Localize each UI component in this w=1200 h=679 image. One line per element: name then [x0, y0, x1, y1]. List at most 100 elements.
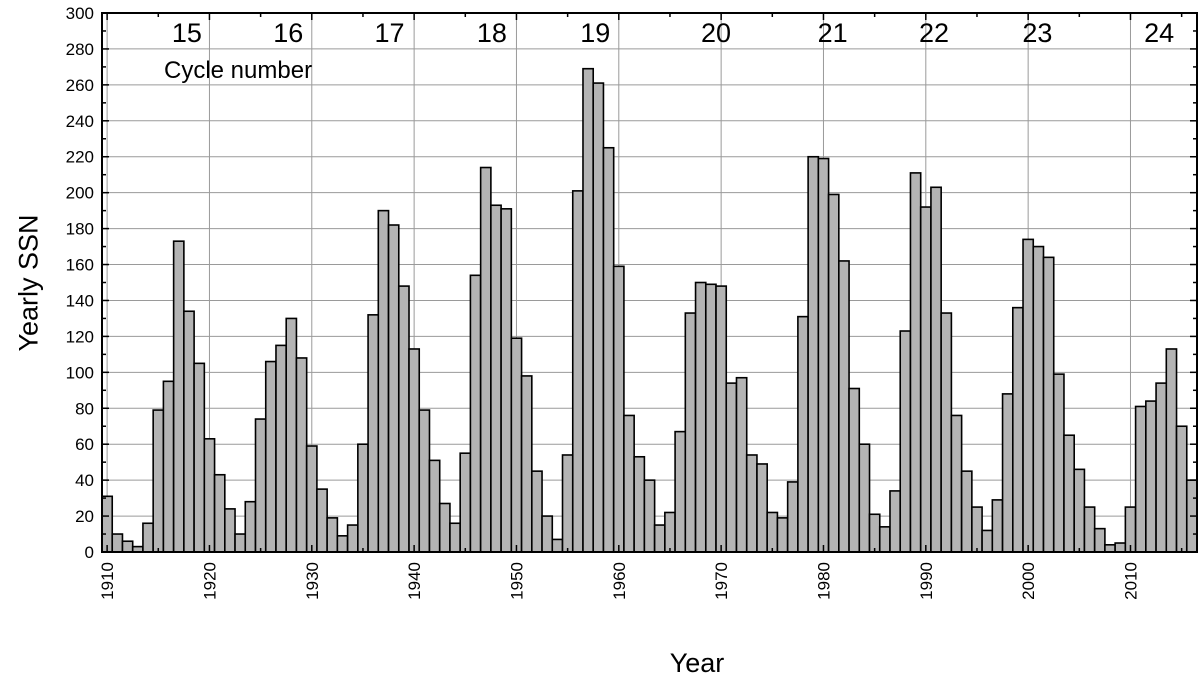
cycle-label: 18 [477, 18, 507, 48]
bar [326, 517, 339, 553]
x-tick-label: 1950 [507, 562, 526, 600]
bar [428, 459, 441, 553]
bar [357, 443, 369, 553]
x-tick-label: 1970 [712, 562, 731, 600]
bar [152, 409, 165, 553]
bar [295, 357, 308, 553]
y-tick-labels: 0 20 40 60 80 100 120 140 160 180 200 220 240 260 280 3… [66, 4, 94, 562]
bar [408, 348, 421, 553]
bar [121, 540, 134, 553]
bar [960, 470, 973, 553]
bar [142, 522, 154, 553]
bar [991, 499, 1004, 553]
bar [244, 500, 257, 553]
x-tick-label: 2000 [1019, 562, 1038, 600]
y-tick-label: 220 [66, 148, 94, 167]
bar [919, 206, 932, 553]
bar [899, 330, 912, 553]
bar [531, 470, 543, 553]
cycle-labels: 15 16 17 18 19 20 21 22 23 24 [172, 18, 1174, 48]
bar [930, 186, 942, 553]
bar [1104, 544, 1116, 553]
axis-ticks [102, 12, 1197, 553]
bar [264, 360, 277, 553]
bar [234, 533, 247, 553]
bar [1165, 348, 1178, 553]
bar [1022, 238, 1035, 553]
bar [459, 452, 472, 553]
bar [602, 146, 615, 553]
y-tick-label: 280 [66, 40, 94, 59]
bar-series [101, 67, 1198, 553]
bar [541, 515, 554, 553]
x-tick-label: 1990 [917, 562, 936, 600]
bar [878, 526, 891, 553]
y-tick-label: 120 [66, 327, 94, 346]
bar [940, 312, 953, 553]
bar [797, 315, 809, 553]
bar [183, 310, 195, 553]
bar [316, 488, 328, 553]
bar [500, 208, 513, 553]
cycle-number-annotation: Cycle number [164, 57, 312, 84]
y-tick-label: 140 [66, 291, 94, 310]
x-tick-label: 1930 [303, 562, 322, 600]
bar [285, 317, 298, 553]
bar [889, 490, 902, 553]
bar [275, 344, 288, 553]
x-tick-label: 2010 [1121, 562, 1140, 600]
y-tick-label: 160 [66, 256, 94, 275]
bar [623, 414, 635, 553]
bar [1001, 393, 1014, 553]
bar [254, 418, 267, 553]
bar [377, 209, 390, 553]
bar [633, 455, 646, 553]
bar [438, 502, 451, 553]
bar [694, 281, 707, 553]
bar [1073, 468, 1086, 553]
bar [510, 337, 523, 553]
bar [909, 172, 922, 553]
bar [449, 522, 461, 553]
bar [551, 538, 564, 553]
bar [807, 155, 820, 553]
bar [684, 312, 697, 553]
bar [715, 285, 728, 553]
y-tick-label: 180 [66, 220, 94, 239]
bar [868, 513, 881, 553]
bar [950, 414, 963, 553]
y-tick-label: 100 [66, 363, 94, 382]
y-tick-label: 20 [75, 507, 94, 526]
cycle-label: 21 [818, 18, 848, 48]
x-tick-label: 1920 [200, 562, 219, 600]
bar [735, 376, 748, 553]
bar [418, 409, 431, 553]
x-axis-title: Year [670, 648, 725, 678]
bar [1011, 306, 1024, 553]
y-tick-label: 80 [75, 399, 94, 418]
bar [971, 506, 983, 553]
bar [305, 445, 318, 553]
bar [490, 204, 502, 553]
bar [1114, 542, 1127, 553]
bar [561, 454, 574, 553]
bar [571, 190, 584, 553]
x-tick-label: 1940 [405, 562, 424, 600]
cycle-label: 15 [172, 18, 202, 48]
x-tick-label: 1980 [814, 562, 833, 600]
bar [756, 463, 768, 553]
cycle-label: 20 [701, 18, 731, 48]
bar [664, 511, 676, 553]
bar [817, 157, 830, 553]
x-tick-labels: 1910 1920 1930 1940 1950 1960 1970 1980 1990 2000… [98, 562, 1140, 600]
bar [1042, 256, 1055, 553]
bar [653, 524, 666, 553]
cycle-label: 24 [1144, 18, 1174, 48]
cycle-label: 19 [580, 18, 610, 48]
cycle-label: 22 [919, 18, 949, 48]
x-tick-label: 1960 [610, 562, 629, 600]
bar [745, 454, 758, 553]
bar [704, 283, 717, 553]
bar [387, 224, 400, 553]
